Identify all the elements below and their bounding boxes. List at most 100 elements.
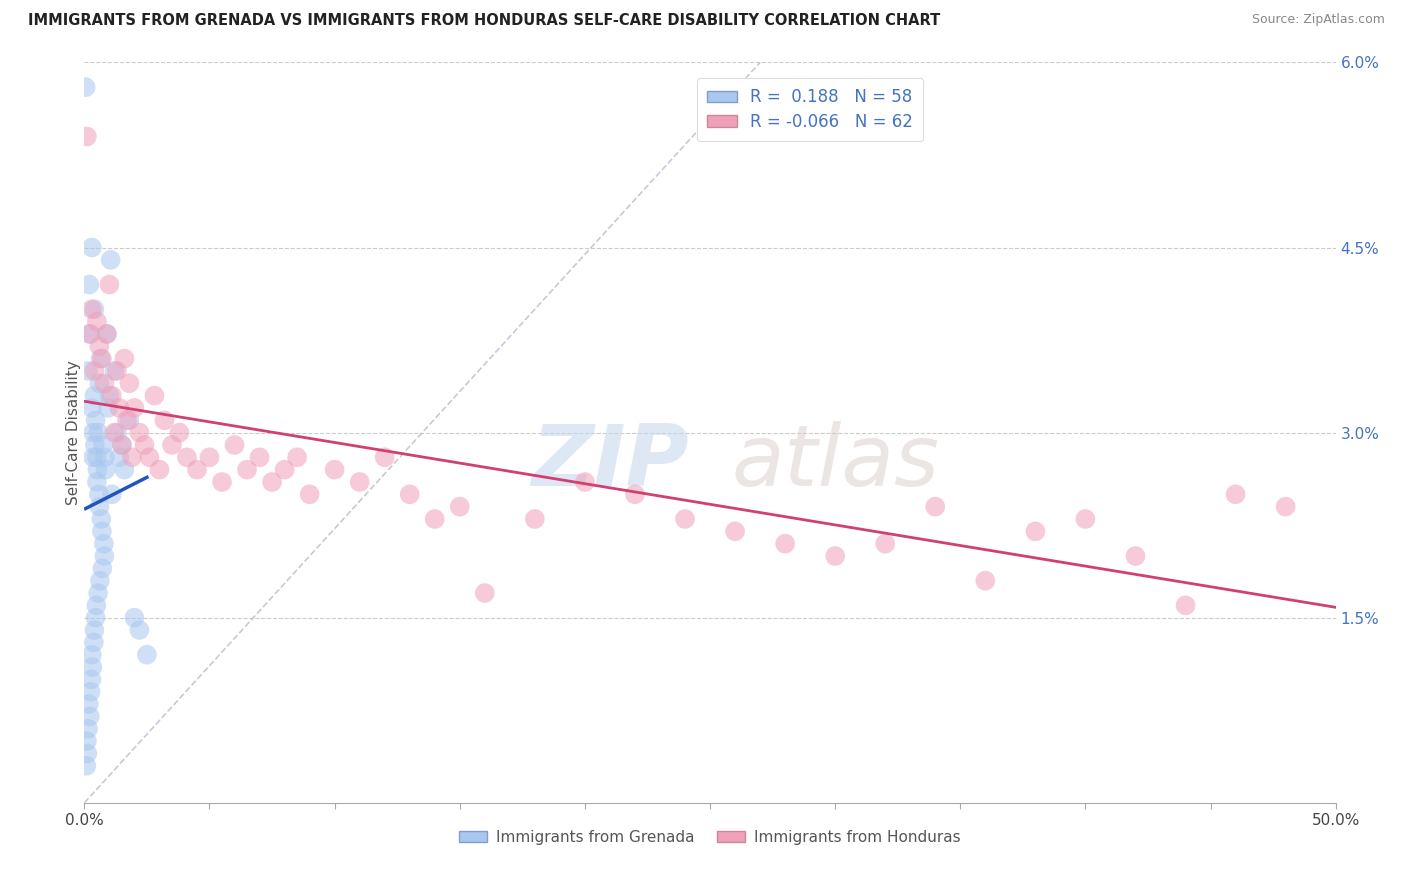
Point xyxy=(773,536,796,550)
Point xyxy=(91,438,114,452)
Point xyxy=(574,475,596,489)
Point xyxy=(262,475,284,489)
Point xyxy=(1125,549,1147,563)
Point xyxy=(211,475,233,489)
Point xyxy=(84,413,107,427)
Point xyxy=(98,389,121,403)
Point xyxy=(136,648,159,662)
Y-axis label: Self-Care Disability: Self-Care Disability xyxy=(66,360,80,505)
Point xyxy=(96,326,118,341)
Point xyxy=(398,487,420,501)
Point xyxy=(112,462,135,476)
Point xyxy=(236,462,259,476)
Point xyxy=(80,673,103,687)
Point xyxy=(82,660,104,674)
Point xyxy=(80,240,103,255)
Point xyxy=(98,277,121,292)
Point xyxy=(93,376,115,391)
Point xyxy=(100,252,122,267)
Point xyxy=(875,536,897,550)
Point xyxy=(93,536,115,550)
Point xyxy=(105,425,128,440)
Point xyxy=(176,450,198,465)
Point xyxy=(80,648,103,662)
Point xyxy=(298,487,321,501)
Point xyxy=(423,512,446,526)
Point xyxy=(118,376,141,391)
Point xyxy=(1074,512,1097,526)
Point xyxy=(124,610,146,624)
Text: atlas: atlas xyxy=(731,421,939,504)
Point xyxy=(523,512,546,526)
Point xyxy=(624,487,647,501)
Point xyxy=(169,425,191,440)
Point xyxy=(124,401,146,415)
Point xyxy=(103,425,125,440)
Point xyxy=(89,574,111,588)
Point xyxy=(86,599,108,613)
Point xyxy=(724,524,747,539)
Point xyxy=(1174,599,1197,613)
Point xyxy=(1024,524,1046,539)
Point xyxy=(79,326,101,341)
Point xyxy=(79,277,101,292)
Point xyxy=(111,438,134,452)
Point xyxy=(83,623,105,637)
Point xyxy=(96,326,118,341)
Point xyxy=(121,450,143,465)
Point xyxy=(75,80,97,95)
Point xyxy=(273,462,295,476)
Point xyxy=(1274,500,1296,514)
Point xyxy=(974,574,997,588)
Point xyxy=(83,635,105,649)
Point xyxy=(449,500,471,514)
Point xyxy=(89,339,111,353)
Point xyxy=(153,413,176,427)
Point xyxy=(80,302,103,317)
Point xyxy=(349,475,371,489)
Point xyxy=(82,425,104,440)
Point xyxy=(84,610,107,624)
Point xyxy=(249,450,271,465)
Point xyxy=(148,462,170,476)
Point xyxy=(224,438,246,452)
Point xyxy=(323,462,346,476)
Point xyxy=(83,438,105,452)
Point xyxy=(1225,487,1247,501)
Point xyxy=(143,389,166,403)
Point xyxy=(128,623,150,637)
Point xyxy=(285,450,308,465)
Text: IMMIGRANTS FROM GRENADA VS IMMIGRANTS FROM HONDURAS SELF-CARE DISABILITY CORRELA: IMMIGRANTS FROM GRENADA VS IMMIGRANTS FR… xyxy=(28,13,941,29)
Point xyxy=(90,351,112,366)
Point xyxy=(80,401,103,415)
Point xyxy=(138,450,160,465)
Point xyxy=(115,413,138,427)
Point xyxy=(87,425,110,440)
Point xyxy=(101,389,124,403)
Point xyxy=(474,586,496,600)
Point xyxy=(93,549,115,563)
Point xyxy=(824,549,846,563)
Point xyxy=(111,438,134,452)
Point xyxy=(79,709,101,723)
Point xyxy=(91,561,114,575)
Point xyxy=(82,450,104,465)
Point xyxy=(673,512,696,526)
Point xyxy=(924,500,946,514)
Point xyxy=(89,376,111,391)
Point xyxy=(77,697,100,711)
Point xyxy=(83,364,105,378)
Point xyxy=(86,450,108,465)
Point xyxy=(94,450,117,465)
Point xyxy=(90,524,112,539)
Point xyxy=(86,462,108,476)
Point xyxy=(87,487,110,501)
Point xyxy=(94,462,117,476)
Point xyxy=(83,302,105,317)
Point xyxy=(86,315,108,329)
Point xyxy=(76,747,98,761)
Point xyxy=(108,450,131,465)
Text: Source: ZipAtlas.com: Source: ZipAtlas.com xyxy=(1251,13,1385,27)
Point xyxy=(134,438,156,452)
Point xyxy=(83,389,105,403)
